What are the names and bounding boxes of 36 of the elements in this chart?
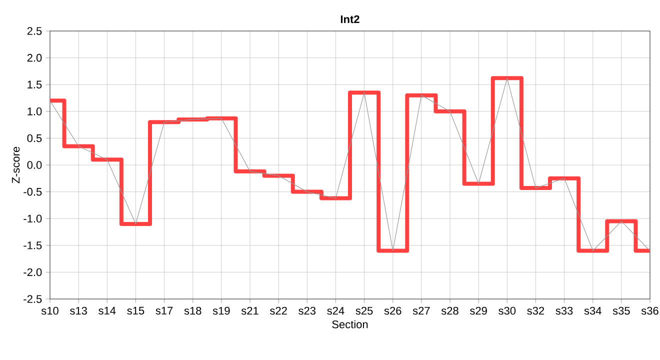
y-tick-label: 1.0 <box>28 108 42 116</box>
x-tick-label: s30 <box>498 306 516 315</box>
x-tick-label: s13 <box>70 306 87 315</box>
x-tick-label: s19 <box>212 306 230 315</box>
x-tick-label: s22 <box>270 306 287 315</box>
y-tick-label: 2.0 <box>27 54 42 62</box>
y-tick-label: 0.0 <box>27 161 42 169</box>
x-tick-label: s33 <box>556 306 573 315</box>
x-axis-title: Section <box>332 320 368 328</box>
y-tick-label: -0.5 <box>24 188 42 196</box>
y-tick-label: 1.5 <box>28 80 42 88</box>
x-tick-label: s17 <box>156 306 173 315</box>
y-tick-label: -1.5 <box>24 242 42 250</box>
y-axis-title: Z-score <box>12 146 20 184</box>
x-tick-label: s25 <box>356 306 373 315</box>
x-tick-label: s35 <box>612 306 630 315</box>
x-tick-label: s15 <box>127 306 144 315</box>
x-tick-label: s26 <box>384 306 402 315</box>
x-tick-label: s34 <box>584 306 602 315</box>
x-tick-label: s10 <box>41 306 58 315</box>
y-tick-label: 0.5 <box>27 134 42 142</box>
x-tick-label: s32 <box>527 306 544 315</box>
chart-title: Int2 <box>340 15 360 24</box>
x-tick-label: s27 <box>412 306 430 315</box>
x-tick-label: s21 <box>241 306 258 315</box>
y-tick-label: -2.5 <box>24 295 42 303</box>
x-tick-label: s24 <box>327 306 344 315</box>
x-tick-label: s14 <box>98 306 116 315</box>
y-tick-label: 2.5 <box>27 27 42 35</box>
x-tick-label: s36 <box>641 306 658 315</box>
x-tick-label: s23 <box>298 306 316 315</box>
x-tick-label: s18 <box>184 306 202 315</box>
x-tick-label: s28 <box>441 306 458 315</box>
y-tick-label: -1.0 <box>24 214 42 222</box>
x-tick-label: s29 <box>470 306 487 315</box>
y-tick-label: -2.0 <box>24 268 42 276</box>
